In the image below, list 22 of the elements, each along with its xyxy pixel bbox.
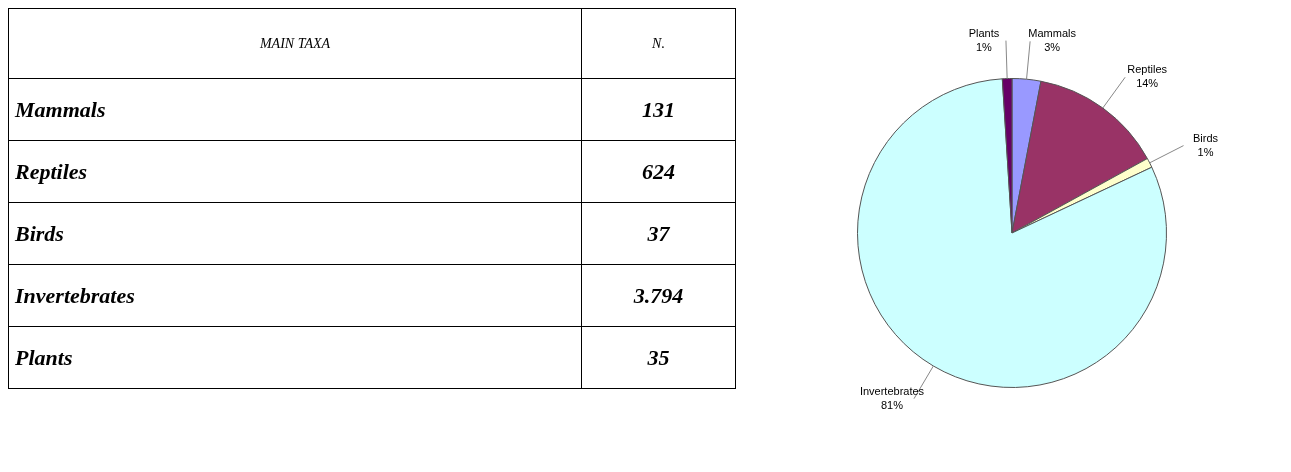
data-label: 1% [1197,145,1214,158]
slice-label: Invertebrates [859,384,925,397]
slice-label: Birds [1192,131,1219,144]
category-label: Reptiles [8,140,582,203]
category-label: Plants [8,326,582,389]
category-label: Birds [8,202,582,265]
text: 624 [642,158,675,184]
text: N. [581,8,736,79]
text: 35 [647,344,670,370]
slice-label: Plants [968,26,1000,39]
slice-label: Mammals [1028,27,1077,40]
category-label: Invertebrates [8,264,582,327]
slice-label: Reptiles [1127,63,1168,76]
category-label: Mammals [8,78,582,141]
data-label: 81% [880,398,904,411]
text: 3.794 [633,282,684,308]
data-label: 3% [1044,41,1061,54]
text: 131 [642,96,675,122]
data-label: 14% [1136,77,1159,90]
text: MAIN TAXA [8,8,582,79]
text: 37 [647,220,670,246]
data-label: 1% [976,40,993,53]
